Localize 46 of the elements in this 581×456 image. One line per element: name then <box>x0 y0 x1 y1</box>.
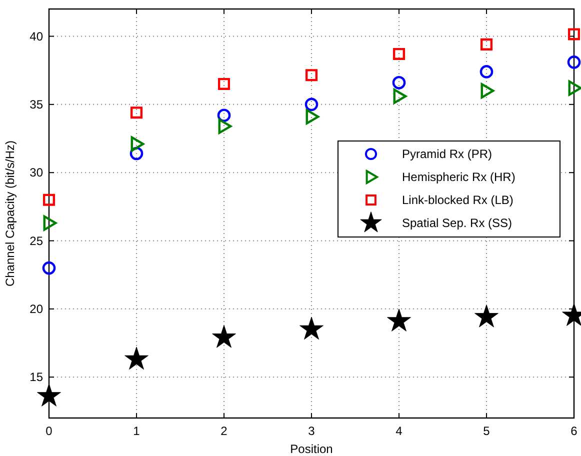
y-tick-label: 30 <box>30 166 44 180</box>
point <box>212 325 236 348</box>
point <box>124 346 148 370</box>
x-tick-label: 6 <box>570 424 578 438</box>
point <box>130 136 144 152</box>
point <box>218 78 230 90</box>
point <box>480 38 493 50</box>
y-tick-label: 35 <box>30 97 44 112</box>
point <box>474 304 498 328</box>
y-tick-label: 15 <box>30 370 44 384</box>
y-axis-title: Channel Capacity (bit/s/Hz) <box>3 140 17 287</box>
point <box>130 146 144 160</box>
point <box>568 80 581 96</box>
point <box>42 194 56 206</box>
point <box>480 83 494 98</box>
x-tick-label: 1 <box>133 424 140 438</box>
y-tick-label: 40 <box>30 29 44 44</box>
point <box>304 98 318 112</box>
x-tick-label: 5 <box>483 424 490 438</box>
point <box>306 109 320 124</box>
x-tick-label: 2 <box>220 424 228 438</box>
y-tick-label: 20 <box>30 302 44 316</box>
point <box>480 65 494 78</box>
point <box>300 316 324 340</box>
point <box>305 69 318 82</box>
point <box>218 118 232 134</box>
point <box>130 106 143 119</box>
x-tick-label: 0 <box>46 424 53 438</box>
point <box>568 28 580 40</box>
legend-label: Hemispheric Rx (HR) <box>402 170 516 184</box>
point <box>393 88 407 104</box>
x-tick-label: 3 <box>308 424 316 438</box>
legend-label: Pyramid Rx (PR) <box>402 147 492 161</box>
x-tick-label: 4 <box>396 424 403 438</box>
point <box>217 108 231 122</box>
point <box>392 76 406 90</box>
point <box>42 261 56 275</box>
y-tick-label: 25 <box>30 234 44 248</box>
x-axis-title: Position <box>290 442 333 456</box>
legend-label: Link-blocked Rx (LB) <box>402 193 514 207</box>
point <box>37 384 61 406</box>
point <box>43 215 57 231</box>
point <box>387 308 411 332</box>
point <box>567 56 581 69</box>
point <box>392 48 406 60</box>
legend-label: Spatial Sep. Rx (SS) <box>402 216 512 230</box>
